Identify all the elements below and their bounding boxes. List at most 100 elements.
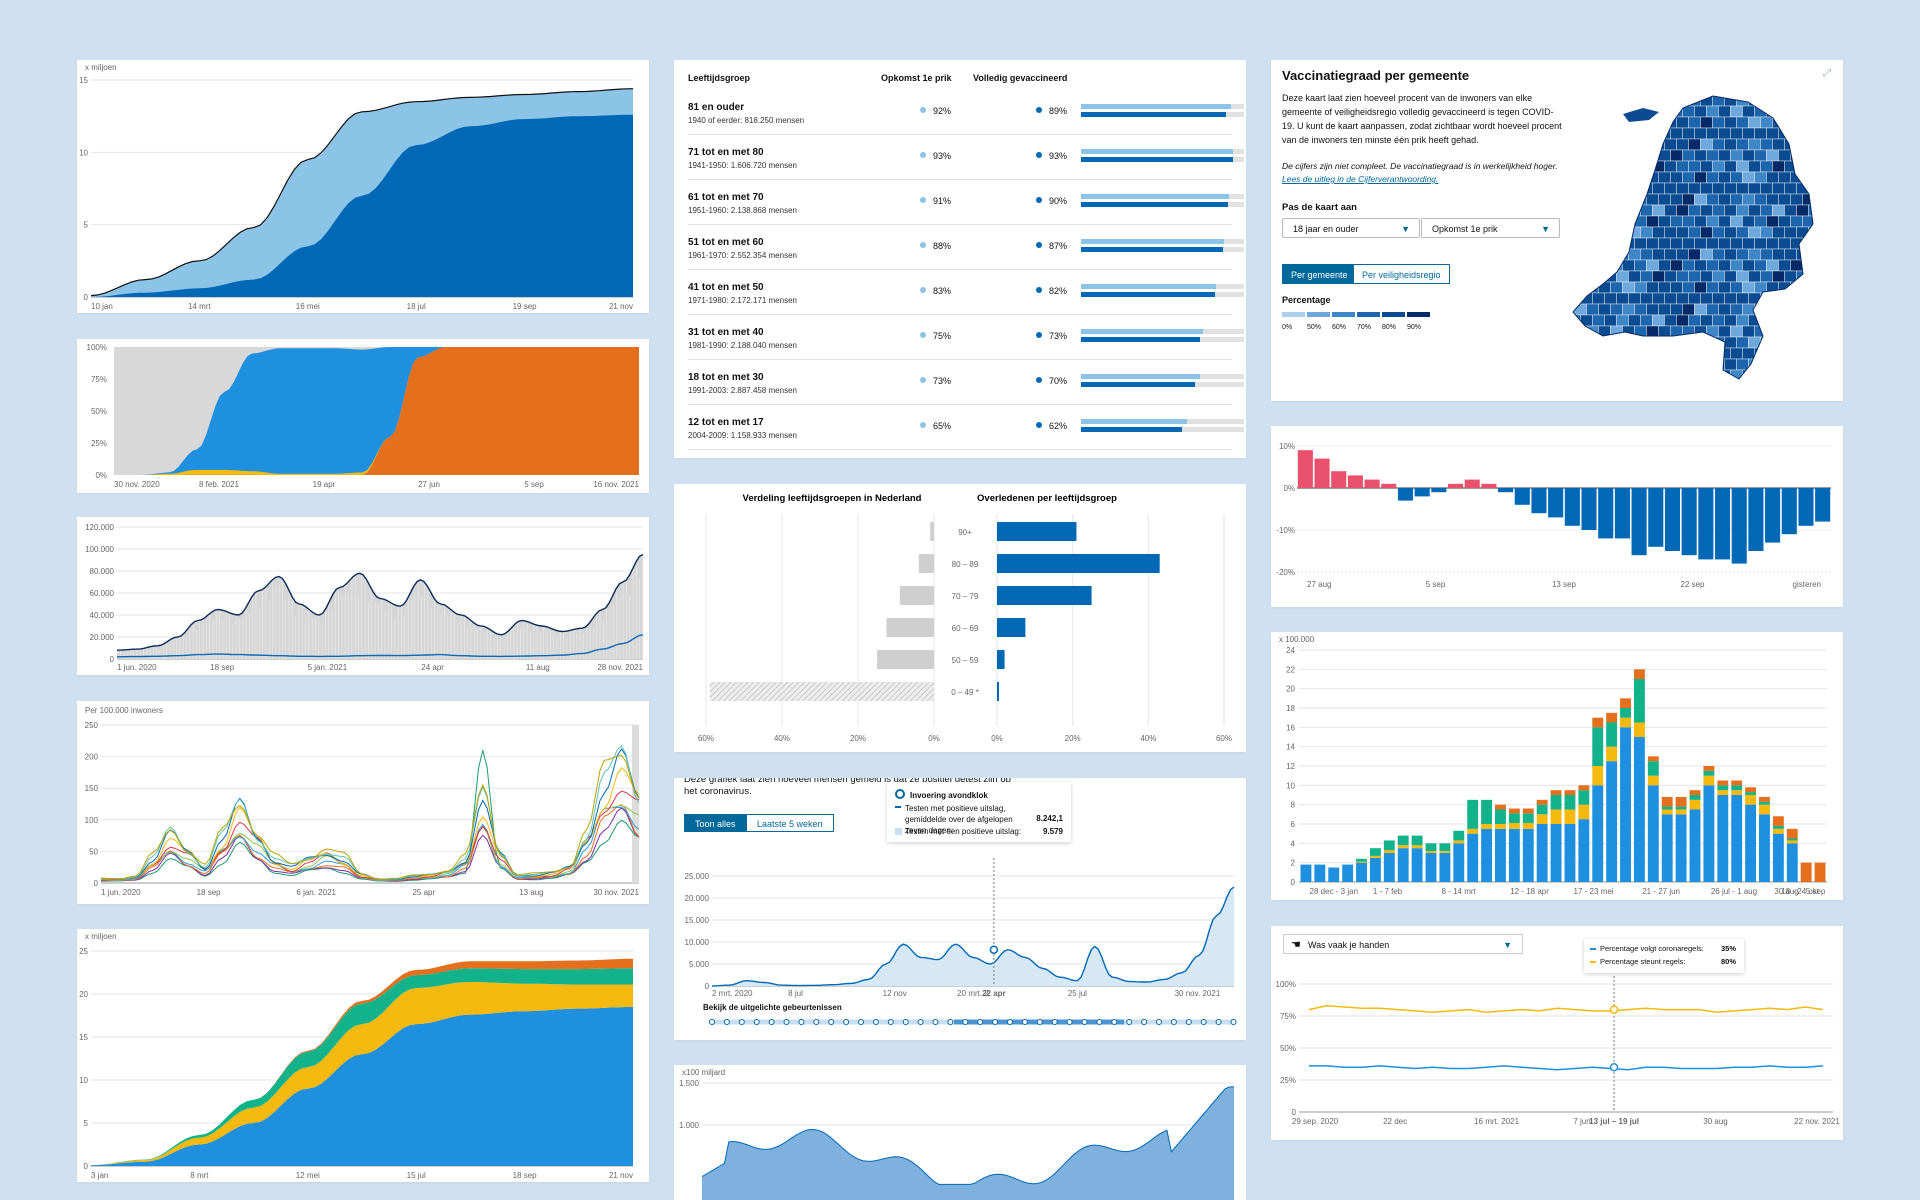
bar-segment <box>1536 804 1548 815</box>
measure-select[interactable]: Opkomst 1e prik ▼ <box>1421 218 1560 238</box>
municipality <box>1592 116 1605 129</box>
municipality <box>1760 314 1773 327</box>
tests-trend-chart: 0 20.000 40.000 60.000 80.000 100.000 120.000 1… <box>85 523 643 672</box>
municipality <box>1598 259 1611 272</box>
bar-segment <box>1606 712 1618 723</box>
municipality <box>1694 281 1707 294</box>
municipality <box>1814 172 1823 183</box>
municipality <box>1742 259 1755 272</box>
legend-tick: 90% <box>1407 324 1422 331</box>
tooltip-row2: Percentage steunt regels: <box>1600 957 1686 966</box>
municipality <box>1573 127 1575 140</box>
municipality <box>1802 237 1813 250</box>
municipality <box>1676 226 1689 239</box>
progress-first <box>1081 374 1244 379</box>
bar-segment <box>1550 790 1562 795</box>
municipality <box>1694 84 1706 95</box>
municipality <box>1573 171 1575 184</box>
municipality <box>1622 281 1635 294</box>
event-marker <box>1111 1019 1118 1025</box>
municipality <box>1754 215 1767 228</box>
municipality <box>1628 182 1641 195</box>
municipality <box>1574 259 1587 272</box>
behaviour-select-value: Was vaak je handen <box>1308 940 1390 950</box>
municipality <box>1616 160 1629 173</box>
cumulative-vaccinations-chart: x miljoen 0 5 10 15 10 jan 14 mrt 16 mei 18 jul… <box>79 63 634 311</box>
municipality <box>1574 193 1587 206</box>
municipality <box>1814 128 1823 139</box>
municipality <box>1808 381 1820 392</box>
line-icon <box>1590 948 1596 950</box>
bar-segment <box>1578 819 1590 882</box>
bar-segment <box>1300 864 1312 882</box>
per-veiligheidsregio-button[interactable]: Per veiligheidsregio <box>1353 264 1450 284</box>
y-tick-label: 0 <box>84 1162 89 1171</box>
show-all-button[interactable]: Toon alles <box>684 814 747 832</box>
bar-segment <box>1772 833 1784 882</box>
series-area <box>702 1086 1234 1200</box>
municipality <box>1670 303 1683 316</box>
municipality <box>1820 183 1823 194</box>
bar-left <box>886 618 934 637</box>
municipality <box>1706 281 1719 294</box>
municipality <box>1730 149 1743 162</box>
bar-segment <box>1786 828 1798 839</box>
municipality <box>1574 281 1587 294</box>
age-group: 31 tot en met 40 <box>688 327 764 338</box>
municipality <box>1796 314 1809 327</box>
events-label[interactable]: Bekijk de uitgelichte gebeurtenissen <box>703 1003 842 1012</box>
bar-segment <box>1536 799 1548 805</box>
municipality <box>1573 358 1581 371</box>
municipality <box>1622 171 1635 184</box>
age-select[interactable]: 18 jaar en ouder ▼ <box>1282 218 1420 238</box>
municipality <box>1688 116 1701 129</box>
x-tick-label: 12 nov <box>883 989 907 998</box>
municipality <box>1718 281 1731 294</box>
last-5-weeks-button[interactable]: Laatste 5 weken <box>746 814 834 832</box>
expand-icon[interactable]: ⤢ <box>1823 68 1831 79</box>
bar-right <box>997 682 999 701</box>
x-tick-label: 8 mrt <box>190 1171 209 1180</box>
legend-tick: 80% <box>1382 324 1397 331</box>
municipality <box>1742 171 1755 184</box>
y-tick-label: 10 <box>79 148 88 157</box>
dot-icon <box>920 107 926 113</box>
event-marker <box>1141 1019 1148 1025</box>
bar-segment <box>1606 746 1618 762</box>
municipality <box>1820 95 1823 106</box>
bar <box>1431 488 1447 493</box>
legend-swatch <box>1357 312 1380 317</box>
municipality <box>1670 237 1683 250</box>
bar-segment <box>1786 843 1798 882</box>
x-tick-label: 5 sep <box>524 480 544 489</box>
municipality <box>1628 358 1641 371</box>
event-marker <box>1096 1019 1103 1025</box>
municipality <box>1664 381 1676 392</box>
explanation-link[interactable]: Lees de uitleg in de Cijferverantwoordin… <box>1282 174 1439 184</box>
municipality <box>1658 215 1671 228</box>
bar-segment <box>1731 780 1743 786</box>
municipality <box>1586 193 1599 206</box>
municipality <box>1670 215 1683 228</box>
bar <box>1364 479 1380 488</box>
municipality <box>1802 369 1813 379</box>
municipality <box>1760 248 1773 261</box>
y-tick-label: 1.500 <box>679 1079 700 1088</box>
municipality <box>1742 325 1755 338</box>
municipality <box>1688 336 1701 349</box>
municipality <box>1573 149 1575 162</box>
bar <box>1397 488 1414 501</box>
per-gemeente-button[interactable]: Per gemeente <box>1282 264 1357 284</box>
bar-segment <box>1467 799 1479 829</box>
netherlands-map[interactable] <box>1563 74 1823 394</box>
municipality <box>1598 105 1611 118</box>
bar-segment <box>1647 785 1659 882</box>
municipality <box>1664 96 1677 107</box>
behaviour-select[interactable]: ☚ Was vaak je handen ▼ <box>1283 934 1523 954</box>
bar-left <box>877 650 934 669</box>
first-dose-value: 92% <box>920 106 951 116</box>
municipality <box>1622 347 1635 360</box>
municipality <box>1573 336 1581 349</box>
municipality <box>1754 171 1767 184</box>
y-tick-label: -20% <box>1276 568 1295 577</box>
